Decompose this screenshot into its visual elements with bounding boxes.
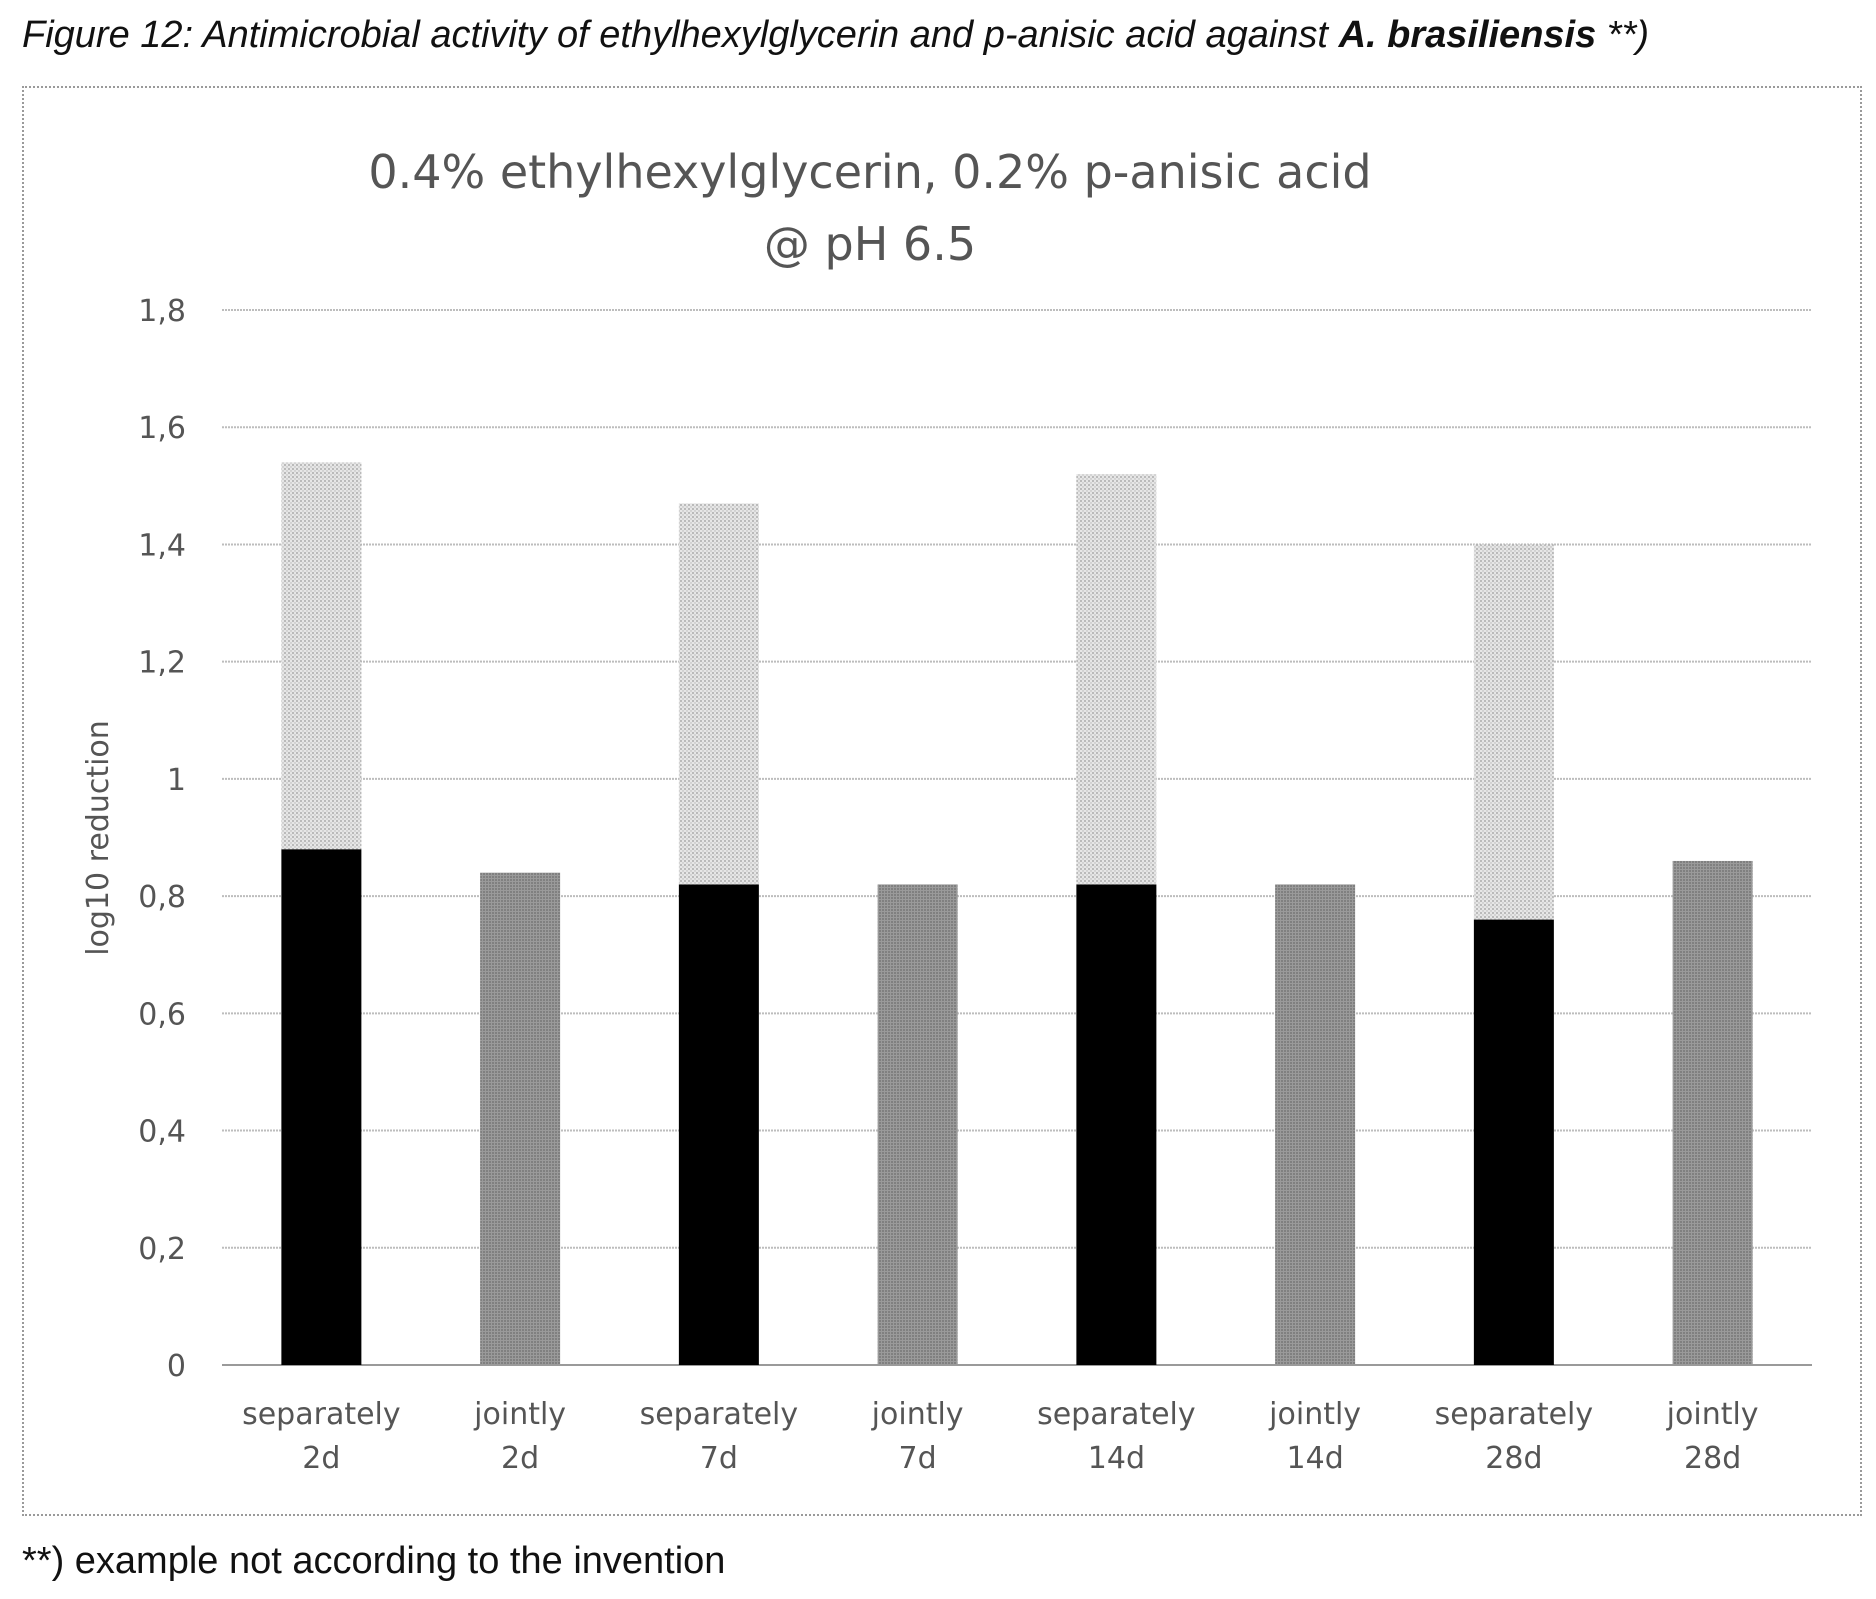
x-tick-label: jointly — [473, 1397, 566, 1432]
bar-segment-top — [678, 503, 759, 885]
x-tick-label: 14d — [1088, 1441, 1145, 1476]
figure-caption: Figure 12: Antimicrobial activity of eth… — [22, 14, 1649, 57]
x-tick-label: 7d — [700, 1441, 738, 1476]
gridlines — [222, 309, 1812, 1366]
x-tick-label: 28d — [1485, 1441, 1542, 1476]
chart-title-line1: 0.4% ethylhexylglycerin, 0.2% p-anisic a… — [368, 145, 1371, 199]
x-tick-label: separately — [640, 1397, 799, 1432]
bar-segment-base — [877, 884, 958, 1365]
y-tick-label: 1 — [167, 763, 186, 798]
caption-prefix: Figure 12: Antimicrobial activity of eth… — [22, 14, 1339, 56]
chart-title-line2: @ pH 6.5 — [764, 217, 976, 271]
y-tick-label: 0,8 — [138, 880, 186, 915]
y-tick-label: 0,6 — [138, 997, 186, 1032]
bar-segment-base — [281, 849, 362, 1365]
caption-organism: A. brasiliensis — [1338, 14, 1597, 56]
x-axis-ticks: separately 2d jointly 2d separately 7d jointly… — [242, 1397, 1758, 1476]
y-tick-label: 0,2 — [138, 1232, 186, 1267]
x-tick-label: jointly — [871, 1397, 964, 1432]
y-axis-ticks: 0 0,2 0,4 0,6 0,8 1 1,2 1,4 1,6 1,8 — [138, 294, 186, 1384]
bar-segment-base — [1076, 884, 1157, 1365]
bar-segment-base — [480, 872, 561, 1365]
x-tick-label: 28d — [1684, 1441, 1741, 1476]
x-tick-label: jointly — [1666, 1397, 1759, 1432]
x-tick-label: 2d — [302, 1441, 340, 1476]
y-tick-label: 0,4 — [138, 1115, 186, 1150]
bar-segment-base — [1275, 884, 1356, 1365]
bar-segment-top — [1473, 544, 1554, 920]
footnote: **) example not according to the inventi… — [22, 1540, 726, 1582]
bar-segment-top — [1076, 474, 1157, 885]
x-tick-label: separately — [242, 1397, 401, 1432]
x-tick-label: separately — [1435, 1397, 1594, 1432]
bar-segment-base — [678, 884, 759, 1365]
x-tick-label: 7d — [899, 1441, 937, 1476]
x-tick-label: separately — [1037, 1397, 1196, 1432]
bar-segment-base — [1672, 860, 1753, 1365]
y-tick-label: 0 — [167, 1349, 186, 1384]
bars — [281, 462, 1753, 1365]
y-tick-label: 1,6 — [138, 411, 186, 446]
chart-frame — [22, 86, 1862, 1516]
x-tick-label: jointly — [1268, 1397, 1361, 1432]
x-tick-label: 14d — [1287, 1441, 1344, 1476]
bar-segment-top — [281, 462, 362, 850]
bar-segment-base — [1473, 919, 1554, 1365]
y-tick-label: 1,2 — [138, 646, 186, 681]
y-tick-label: 1,8 — [138, 294, 186, 329]
y-axis-label: log10 reduction — [81, 720, 116, 956]
y-tick-label: 1,4 — [138, 528, 186, 563]
caption-suffix: **) — [1596, 14, 1650, 56]
x-tick-label: 2d — [501, 1441, 539, 1476]
